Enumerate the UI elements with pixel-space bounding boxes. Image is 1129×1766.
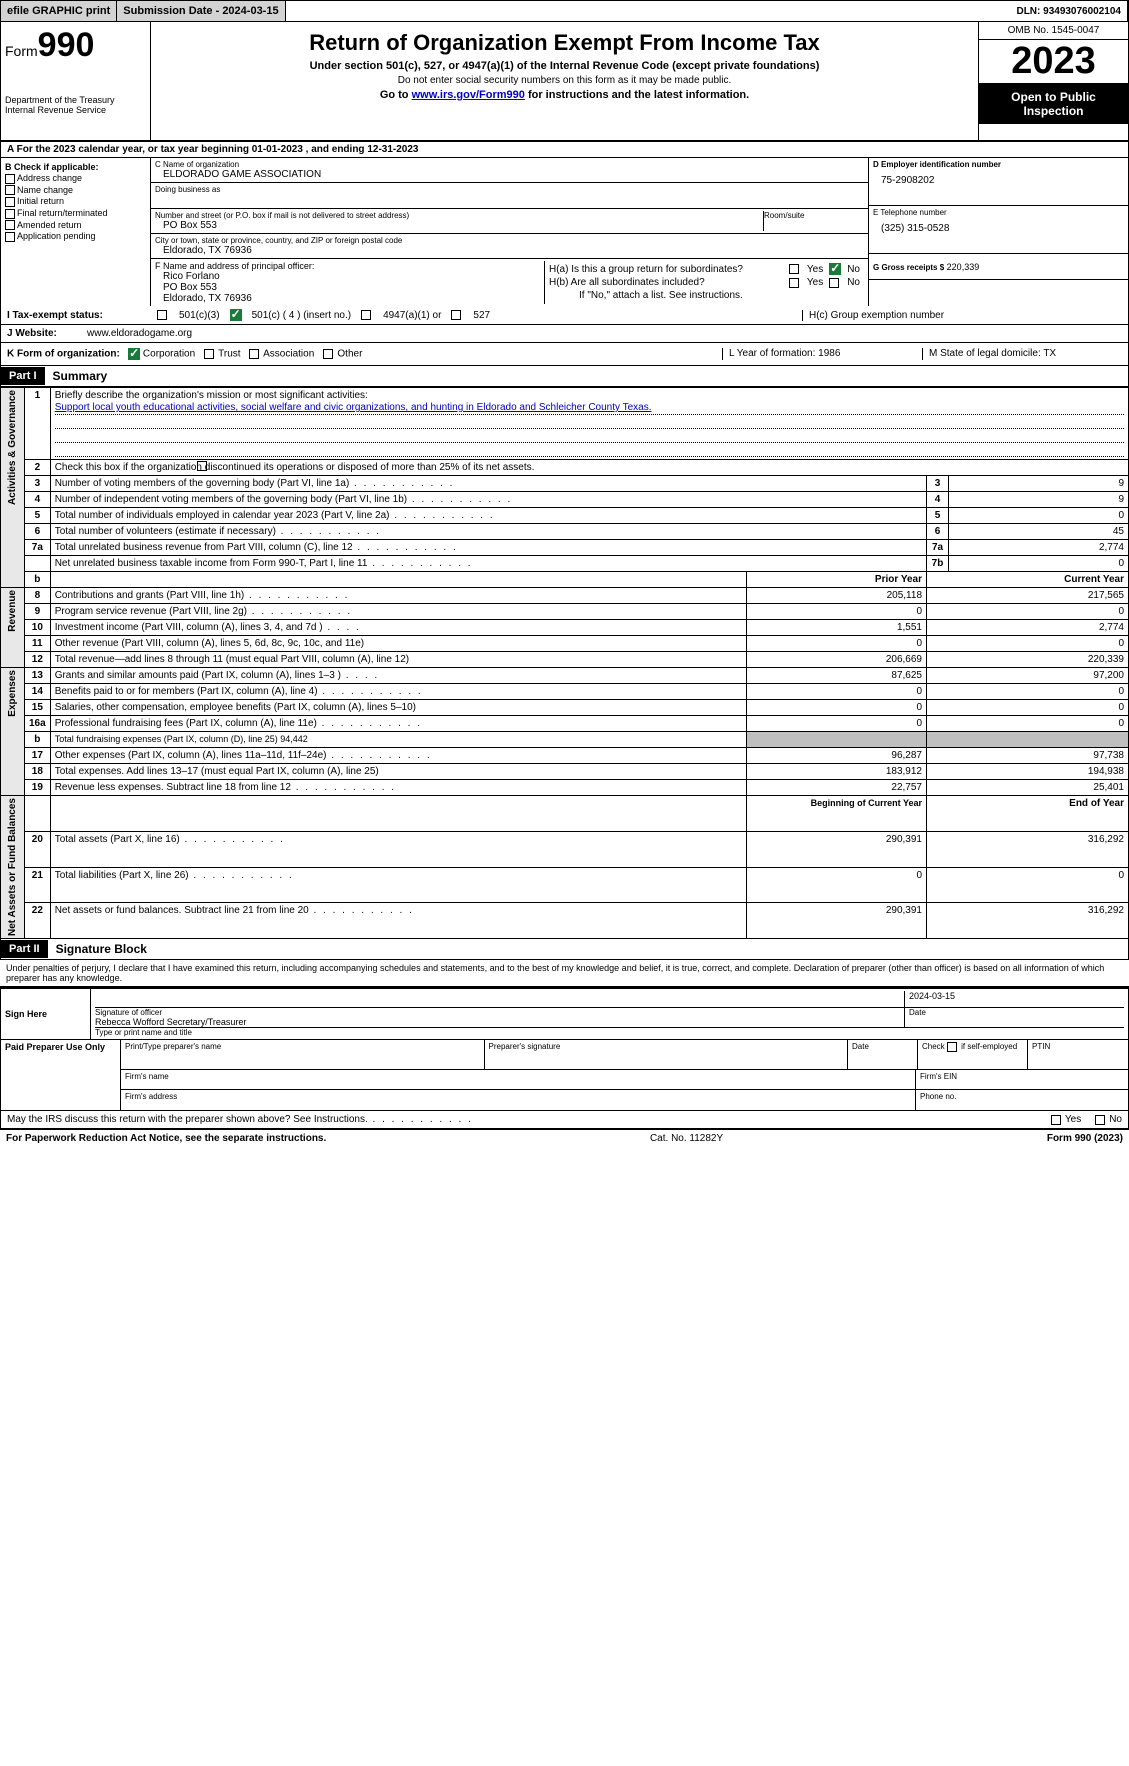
dln: DLN: 93493076002104: [1010, 1, 1128, 21]
form-label: Form: [5, 43, 38, 59]
irs-link[interactable]: www.irs.gov/Form990: [412, 89, 525, 101]
officer-name: Rico Forlano: [155, 271, 538, 282]
signature-block: Sign Here 2024-03-15 Signature of office…: [0, 987, 1129, 1111]
check-no-icon: [829, 263, 841, 275]
row-j: J Website: www.eldoradogame.org: [0, 325, 1129, 343]
year-formation: L Year of formation: 1986: [722, 348, 922, 360]
officer-sig: Rebecca Wofford Secretary/Treasurer: [95, 1017, 904, 1027]
row-k: K Form of organization: Corporation Trus…: [0, 343, 1129, 366]
form-number: 990: [38, 26, 95, 64]
part1-title: Summary: [45, 366, 116, 386]
submission-btn[interactable]: Submission Date - 2024-03-15: [117, 1, 285, 21]
sub2: Do not enter social security numbers on …: [159, 75, 970, 86]
cb-amended[interactable]: [5, 220, 15, 230]
part2-hdr: Part II: [1, 940, 48, 958]
state-domicile: M State of legal domicile: TX: [922, 348, 1122, 360]
org-name: ELDORADO GAME ASSOCIATION: [155, 169, 864, 180]
part2-title: Signature Block: [48, 939, 155, 959]
main-info: B Check if applicable: Address change Na…: [0, 158, 1129, 306]
discuss-row: May the IRS discuss this return with the…: [0, 1111, 1129, 1129]
check-501c4-icon: [230, 309, 242, 321]
sub1: Under section 501(c), 527, or 4947(a)(1)…: [159, 60, 970, 72]
ein: 75-2908202: [873, 175, 1124, 186]
inspection: Open to Public Inspection: [979, 84, 1128, 124]
efile-btn[interactable]: efile GRAPHIC print: [1, 1, 117, 21]
cb-initial[interactable]: [5, 197, 15, 207]
check-corp-icon: [128, 348, 140, 360]
declaration: Under penalties of perjury, I declare th…: [0, 960, 1129, 987]
website: www.eldoradogame.org: [87, 328, 1122, 339]
col-b: B Check if applicable: Address change Na…: [1, 158, 151, 306]
form-header: Form990 Department of the Treasury Inter…: [0, 22, 1129, 142]
cb-address[interactable]: [5, 174, 15, 184]
city: Eldorado, TX 76936: [155, 245, 864, 256]
summary-table: Activities & Governance 1 Briefly descri…: [0, 387, 1129, 939]
cb-name[interactable]: [5, 185, 15, 195]
topbar: efile GRAPHIC print Submission Date - 20…: [0, 0, 1129, 22]
gross-receipts: 220,339: [947, 262, 980, 272]
row-a: A For the 2023 calendar year, or tax yea…: [0, 142, 1129, 158]
service: Internal Revenue Service: [5, 105, 146, 115]
sub3: Go to www.irs.gov/Form990 for instructio…: [159, 89, 970, 101]
dept: Department of the Treasury: [5, 95, 146, 105]
part1-hdr: Part I: [1, 367, 45, 385]
mission: Support local youth educational activiti…: [55, 401, 1124, 415]
tax-year: 2023: [979, 40, 1128, 84]
omb: OMB No. 1545-0047: [979, 22, 1128, 40]
row-i: I Tax-exempt status: 501(c)(3) 501(c) ( …: [0, 306, 1129, 325]
form-title: Return of Organization Exempt From Incom…: [159, 30, 970, 56]
phone: (325) 315-0528: [873, 223, 1124, 234]
cb-pending[interactable]: [5, 232, 15, 242]
footer: For Paperwork Reduction Act Notice, see …: [0, 1129, 1129, 1147]
cb-final[interactable]: [5, 209, 15, 219]
street: PO Box 553: [155, 220, 763, 231]
